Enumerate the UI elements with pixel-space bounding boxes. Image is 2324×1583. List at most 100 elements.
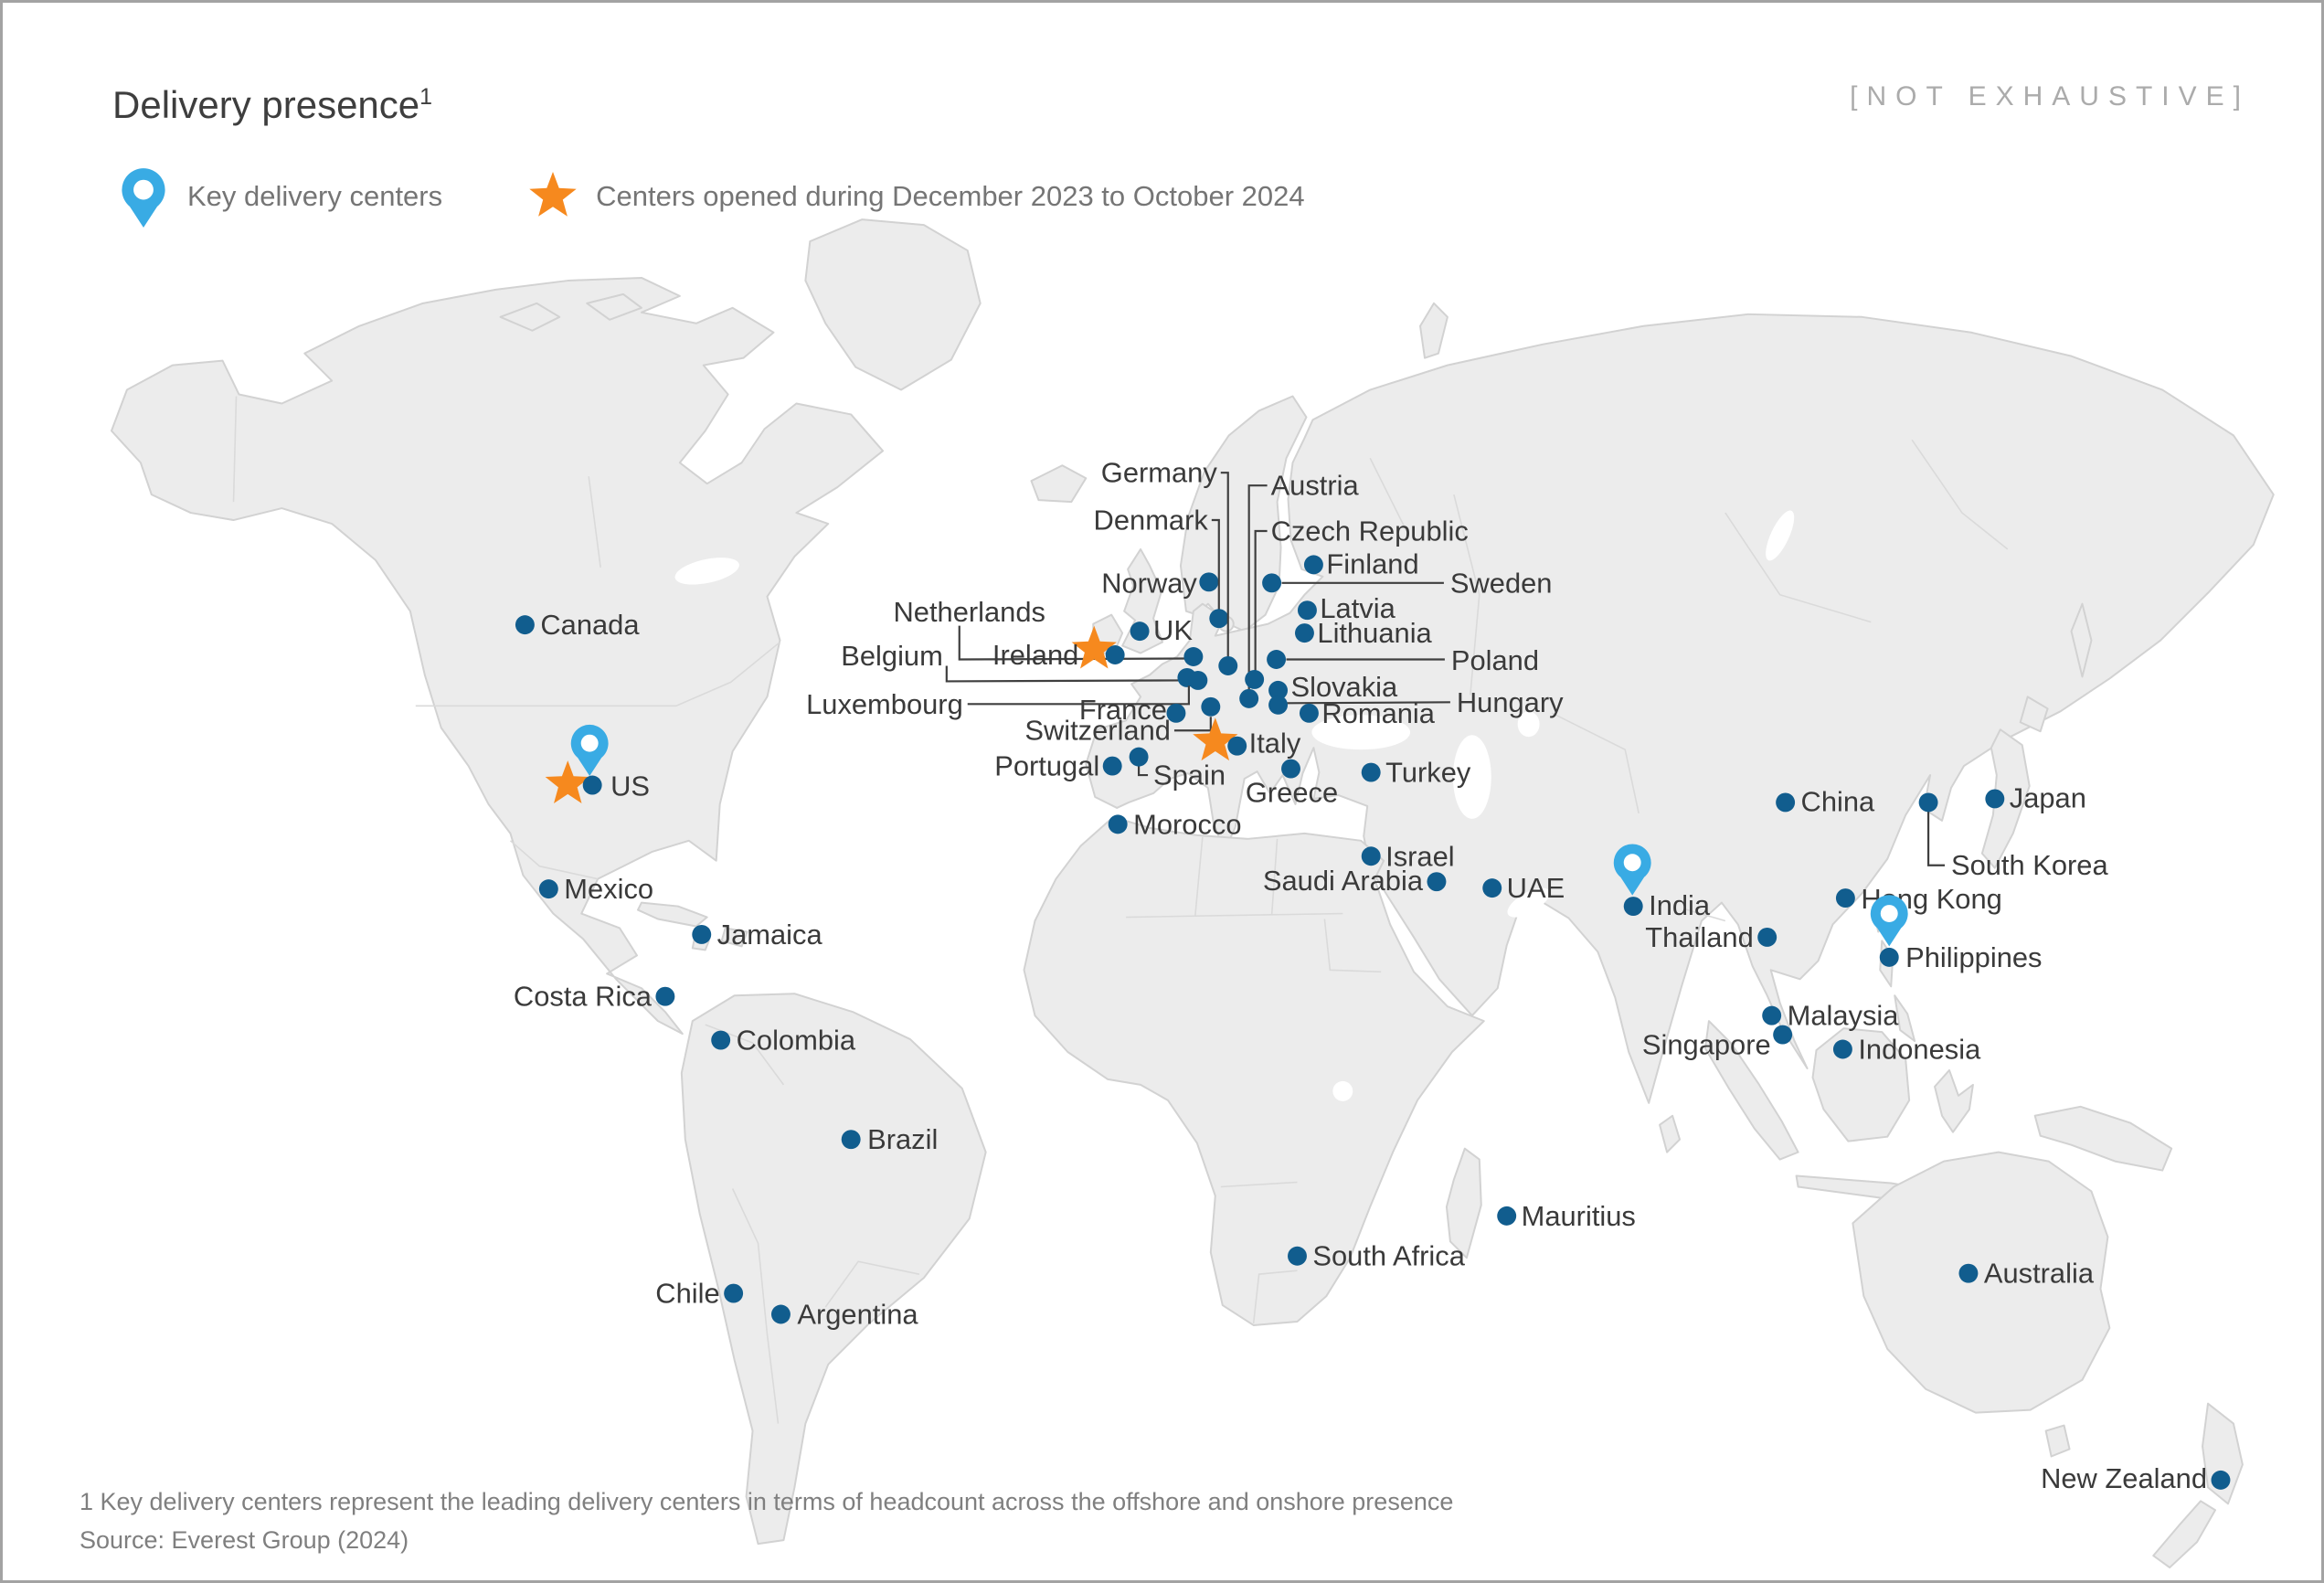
country-label: Chile	[655, 1278, 719, 1310]
marker-layer: Canada US Mexico Jamaica Costa Rica Colombia B…	[514, 457, 2231, 1494]
callout-line	[1137, 766, 1149, 777]
dot	[1199, 572, 1219, 592]
marker-portugal: Portugal	[994, 750, 1122, 782]
country-label: India	[1649, 889, 1711, 921]
marker-denmark: Denmark	[1094, 505, 1229, 629]
dot	[711, 1030, 731, 1050]
country-label: Jamaica	[717, 919, 823, 951]
marker-israel: Israel	[1361, 840, 1455, 872]
country-label: Malaysia	[1788, 1000, 1900, 1032]
dot	[1209, 609, 1229, 629]
country-label: Mauritius	[1522, 1200, 1636, 1232]
country-label: Mexico	[564, 873, 653, 905]
star-icon	[1071, 625, 1117, 669]
country-label: Luxembourg	[806, 688, 963, 720]
callout-line	[1247, 484, 1268, 692]
title-text: Delivery presence	[112, 83, 420, 126]
page-title: Delivery presence1	[112, 83, 432, 127]
country-label: Czech Republic	[1271, 515, 1469, 547]
dot	[1299, 703, 1319, 723]
marker-philippines: Philippines	[1870, 895, 2042, 973]
callout-line	[1220, 472, 1229, 659]
country-label: Morocco	[1133, 808, 1241, 840]
marker-finland: Finland	[1303, 547, 1419, 579]
country-label: Netherlands	[893, 596, 1045, 628]
marker-mauritius: Mauritius	[1497, 1200, 1636, 1232]
not-exhaustive-tag: [NOT EXHAUSTIVE]	[1850, 81, 2250, 112]
country-label: Italy	[1249, 728, 1301, 760]
marker-morocco: Morocco	[1108, 808, 1241, 840]
dot	[1297, 600, 1317, 621]
legend-item-key-centers: Key delivery centers	[118, 160, 442, 233]
marker-australia: Australia	[1958, 1258, 2095, 1290]
country-label: New Zealand	[2041, 1462, 2207, 1494]
dot	[1879, 947, 1899, 967]
dot	[1303, 555, 1323, 575]
dot	[1102, 756, 1122, 776]
inland-seas	[674, 510, 1795, 1101]
country-label: Lithuania	[1317, 617, 1432, 649]
callout-line	[1926, 811, 1946, 866]
dot	[1361, 846, 1381, 866]
marker-thailand: Thailand	[1645, 921, 1777, 953]
dot	[1497, 1206, 1517, 1226]
dot	[1288, 1246, 1307, 1266]
country-label: US	[610, 770, 650, 802]
dot	[1958, 1263, 1979, 1283]
dot	[1762, 1005, 1782, 1025]
callout-line	[967, 685, 1190, 706]
marker-austria: Austria	[1239, 470, 1360, 708]
country-label: Latvia	[1320, 592, 1395, 624]
title-footnote-ref: 1	[419, 84, 433, 110]
dot	[1166, 703, 1186, 723]
country-label: Hungary	[1457, 686, 1564, 718]
marker-poland: Poland	[1267, 644, 1539, 676]
country-label: Belgium	[841, 640, 943, 672]
country-label: South Africa	[1312, 1240, 1465, 1272]
dot	[1832, 1039, 1852, 1059]
marker-south-africa: South Africa	[1288, 1240, 1466, 1272]
footnote-line2: Source: Everest Group (2024)	[80, 1526, 409, 1555]
marker-canada: Canada	[515, 609, 640, 641]
country-label: Denmark	[1094, 505, 1209, 537]
marker-singapore: Singapore	[1642, 1025, 1793, 1061]
legend-label: Centers opened during December 2023 to O…	[596, 180, 1305, 212]
country-label: Japan	[2010, 781, 2086, 813]
dot	[538, 879, 558, 899]
country-label: France	[1079, 694, 1167, 726]
country-label: Germany	[1101, 457, 1218, 489]
marker-france: France	[1079, 694, 1186, 726]
marker-uk: UK	[1130, 614, 1193, 646]
dot	[1130, 622, 1150, 642]
country-label: Costa Rica	[514, 981, 653, 1013]
footnote-line1: 1 Key delivery centers represent the lea…	[80, 1488, 1454, 1516]
callout-line	[945, 665, 1180, 683]
marker-chile: Chile	[655, 1278, 744, 1310]
footnote: 1 Key delivery centers represent the lea…	[80, 1483, 1453, 1560]
dot	[1918, 792, 1938, 813]
country-label: Austria	[1271, 470, 1360, 502]
country-label: Australia	[1984, 1258, 2095, 1290]
marker-uae: UAE	[1482, 872, 1565, 904]
dot	[770, 1304, 791, 1324]
marker-switzerland: Switzerland	[1024, 696, 1221, 747]
dot	[1482, 878, 1502, 898]
country-label: Brazil	[867, 1123, 938, 1155]
marker-us: US	[545, 724, 650, 803]
country-label: Canada	[540, 609, 640, 641]
dot	[1757, 927, 1777, 947]
country-label: Thailand	[1645, 921, 1753, 953]
country-label: Romania	[1321, 697, 1435, 729]
marker-costa-rica: Costa Rica	[514, 981, 675, 1013]
dot	[1201, 696, 1221, 717]
star-icon	[529, 172, 577, 217]
country-borders	[232, 396, 2009, 1424]
dot	[1281, 759, 1300, 779]
dot	[692, 924, 712, 944]
dot	[1129, 747, 1149, 767]
dot	[1267, 650, 1287, 669]
dot	[1227, 736, 1247, 756]
dot	[1835, 888, 1855, 908]
country-label: China	[1801, 785, 1875, 817]
